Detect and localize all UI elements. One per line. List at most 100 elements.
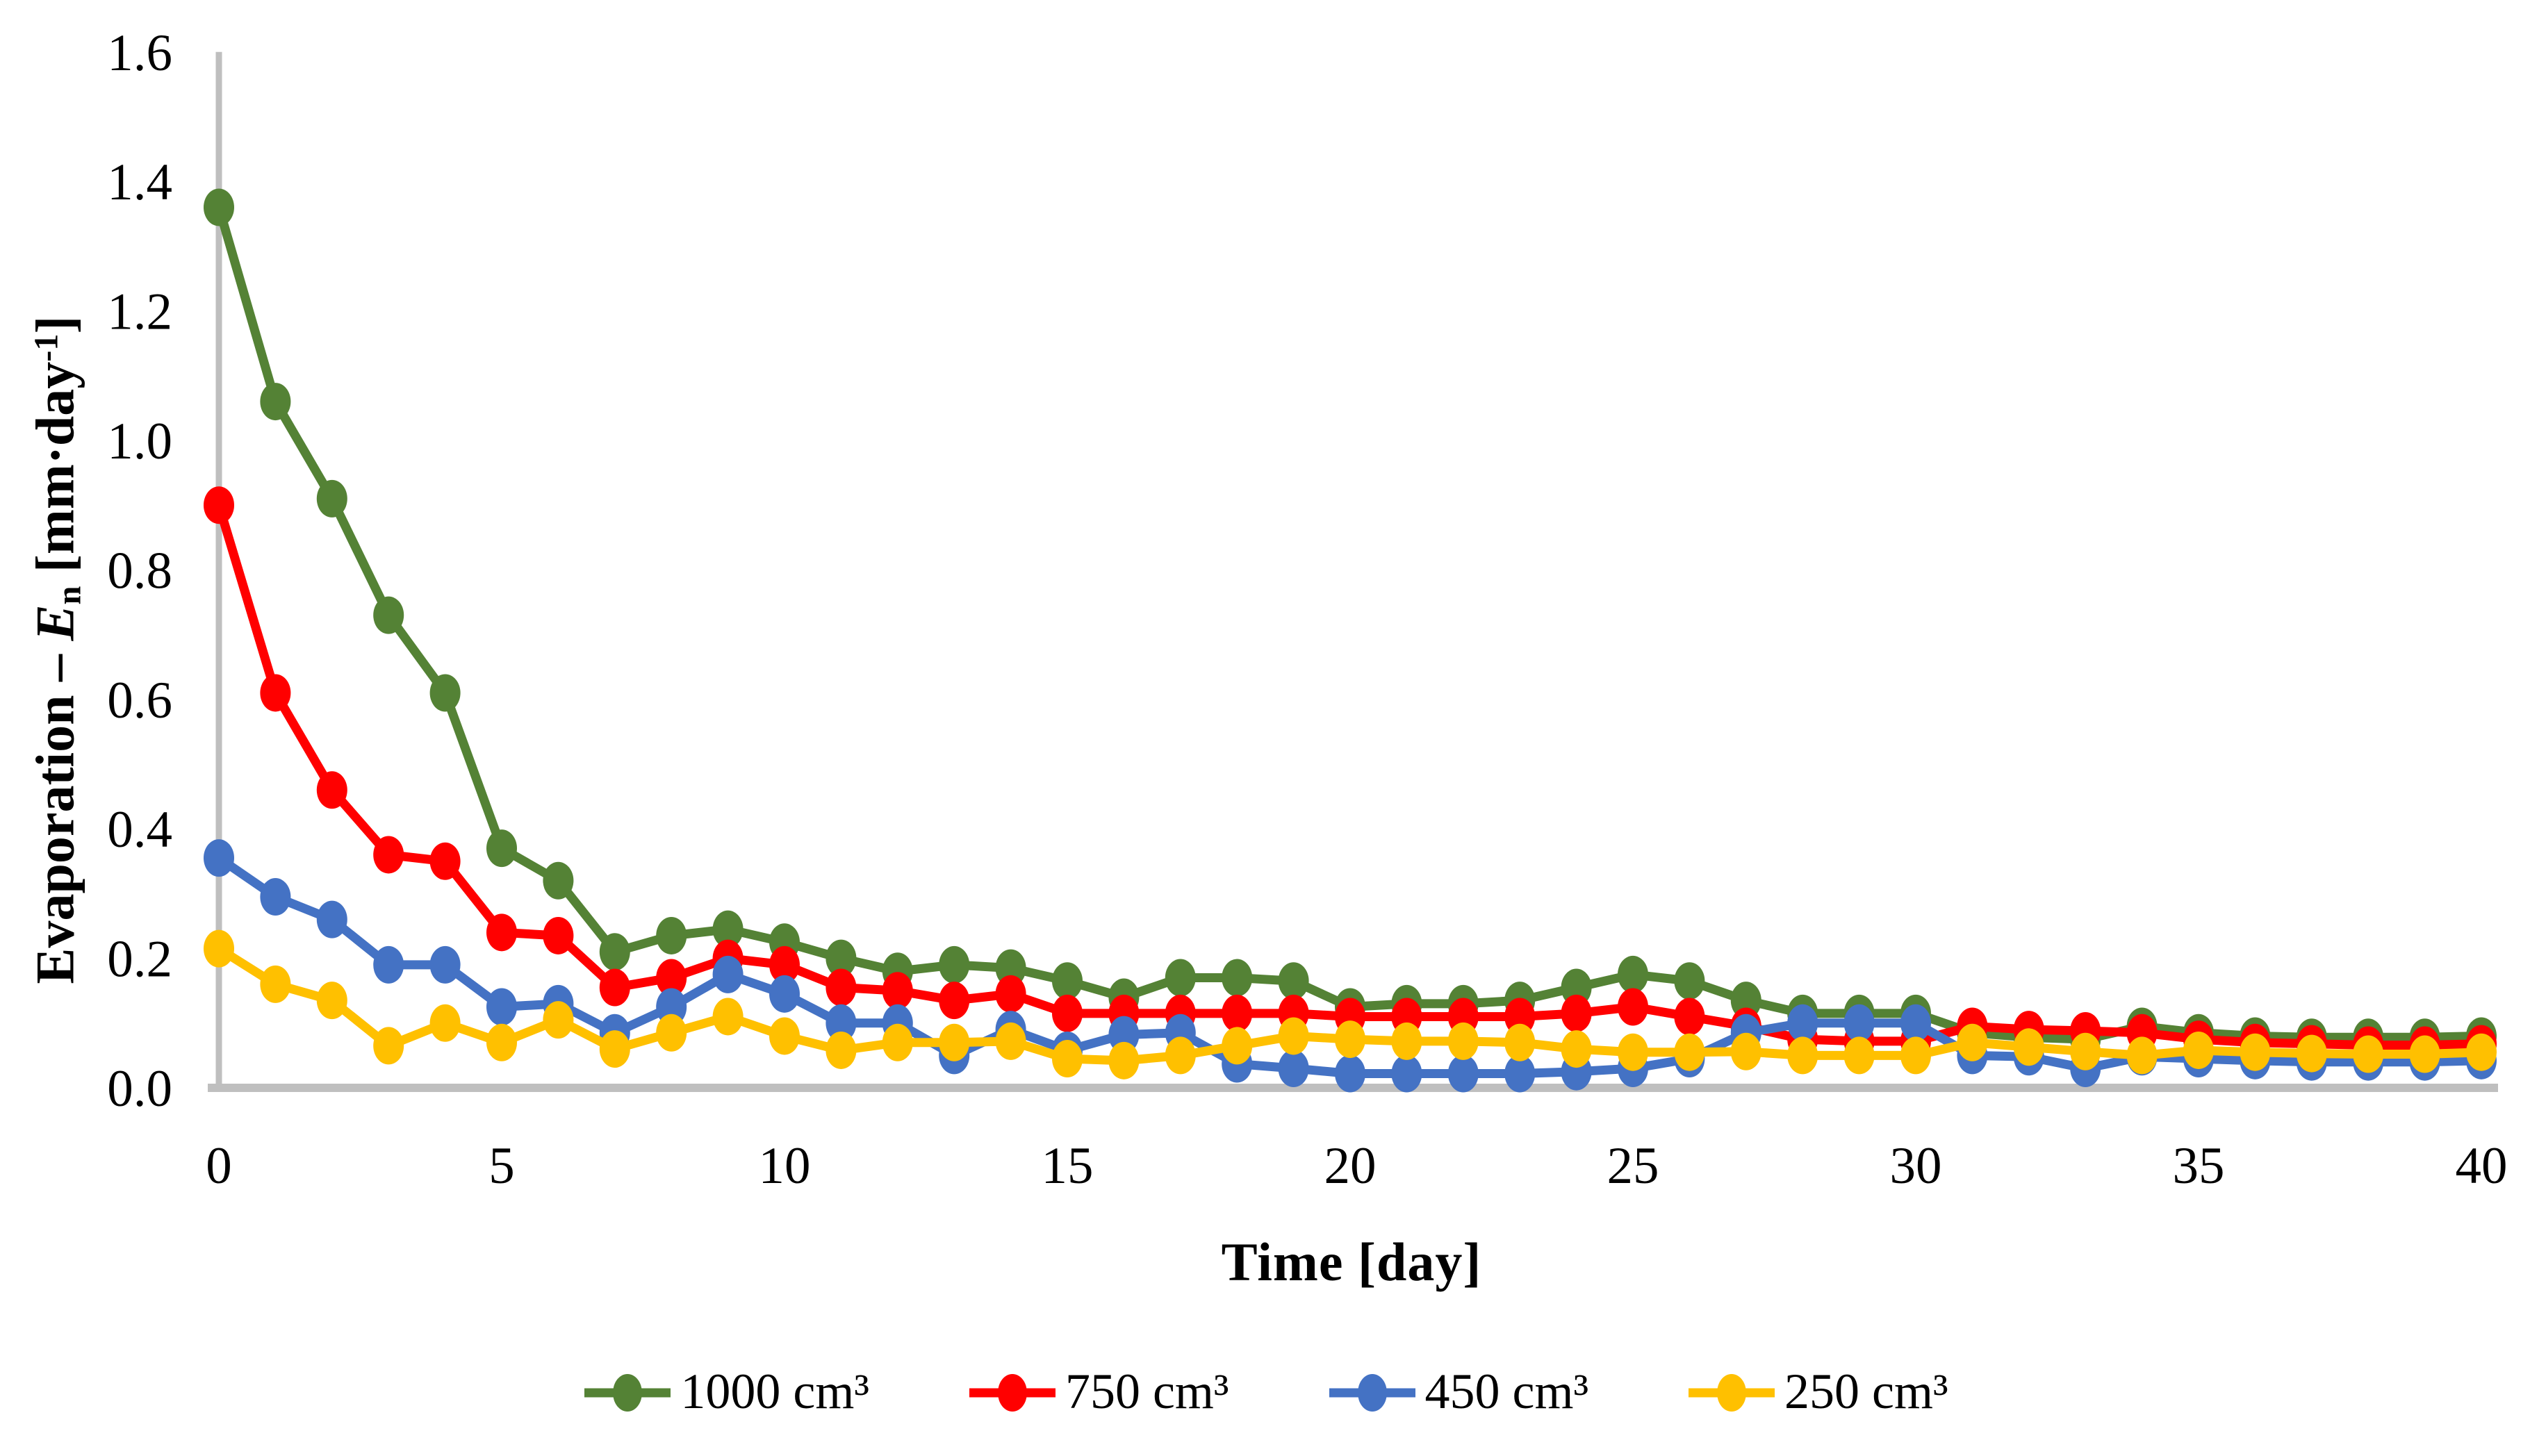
data-point-250-cm-day-36 (2240, 1033, 2271, 1071)
data-point-1000-cm-day-5 (486, 829, 517, 868)
data-point-450-cm-day-21 (1391, 1054, 1422, 1093)
x-tick-label: 15 (1042, 1137, 1094, 1195)
data-point-1000-cm-day-26 (1674, 962, 1705, 1000)
data-point-450-cm-day-4 (429, 945, 461, 984)
data-point-250-cm-day-35 (2183, 1031, 2214, 1069)
y-axis-subscript: n (51, 586, 88, 605)
data-point-1000-cm-day-6 (543, 861, 574, 900)
data-point-450-cm-day-9 (712, 955, 744, 993)
data-point-250-cm-day-3 (373, 1027, 404, 1065)
data-point-1000-cm-day-8 (656, 916, 687, 954)
legend-entry-750-cm: 750 cm³ (967, 1363, 1229, 1421)
y-axis-title-suffix: ] (24, 315, 85, 334)
legend-label: 750 cm³ (1065, 1364, 1229, 1419)
x-tick-label: 10 (759, 1137, 811, 1195)
data-point-250-cm-day-5 (486, 1023, 517, 1061)
data-point-250-cm-day-40 (2466, 1033, 2497, 1071)
data-point-1000-cm-day-11 (825, 939, 857, 977)
data-point-1000-cm-day-4 (429, 674, 461, 712)
data-point-250-cm-day-38 (2353, 1035, 2384, 1073)
legend-entry-450-cm: 450 cm³ (1326, 1363, 1588, 1421)
y-tick-label: 0.6 (107, 672, 172, 729)
data-point-450-cm-day-10 (769, 975, 800, 1013)
data-point-250-cm-day-16 (1108, 1041, 1140, 1079)
data-point-1000-cm-day-3 (373, 596, 404, 634)
data-point-250-cm-day-21 (1391, 1022, 1422, 1060)
data-point-250-cm-day-17 (1165, 1036, 1196, 1075)
legend-label: 250 cm³ (1784, 1364, 1948, 1419)
series-line-750-cm (214, 504, 2482, 1050)
data-point-450-cm-day-20 (1335, 1054, 1365, 1093)
data-point-750-cm-day-10 (769, 945, 800, 984)
data-point-250-cm-day-18 (1222, 1027, 1253, 1065)
y-tick-label: 0.0 (107, 1060, 172, 1118)
data-point-250-cm-day-4 (429, 1004, 461, 1042)
data-point-250-cm-day-30 (1900, 1036, 1931, 1075)
x-tick-label: 35 (2173, 1137, 2225, 1195)
x-tick-label: 0 (206, 1137, 232, 1195)
data-point-750-cm-day-6 (543, 916, 574, 954)
data-point-250-cm-day-6 (543, 1001, 574, 1039)
data-point-450-cm-day-0 (204, 839, 234, 877)
data-point-450-cm-day-23 (1504, 1054, 1536, 1093)
data-point-750-cm-day-24 (1561, 994, 1592, 1032)
legend-entry-1000-cm: 1000 cm³ (582, 1363, 869, 1421)
x-axis-title: Time [day] (1221, 1232, 1482, 1292)
data-point-750-cm-day-8 (656, 959, 687, 997)
x-tick-label: 25 (1607, 1137, 1659, 1195)
y-tick-label: 0.4 (107, 801, 172, 859)
y-tick-label: 1.6 (107, 24, 172, 82)
x-tick-label: 40 (2456, 1137, 2508, 1195)
x-tick-label: 5 (488, 1137, 515, 1195)
y-axis-superscript: -1 (28, 333, 65, 362)
legend: 1000 cm³ 750 cm³ 450 cm³ 250 cm³ (0, 1363, 2530, 1421)
data-point-250-cm-day-39 (2409, 1035, 2440, 1073)
data-point-250-cm-day-32 (2013, 1028, 2044, 1066)
data-point-750-cm-day-25 (1618, 988, 1648, 1026)
data-point-1000-cm-day-27 (1730, 982, 1761, 1020)
data-point-750-cm-day-14 (995, 975, 1026, 1013)
data-point-1000-cm-day-14 (995, 949, 1026, 987)
y-tick-label: 1.4 (107, 154, 172, 211)
legend-label: 1000 cm³ (680, 1364, 869, 1419)
data-point-250-cm-day-31 (1957, 1023, 1988, 1061)
data-point-250-cm-day-37 (2296, 1034, 2327, 1073)
data-point-450-cm-day-8 (656, 988, 687, 1026)
data-point-250-cm-day-10 (769, 1017, 800, 1055)
data-point-1000-cm-day-24 (1561, 968, 1592, 1007)
data-point-250-cm-day-19 (1278, 1017, 1309, 1055)
data-point-750-cm-day-13 (939, 982, 970, 1020)
data-point-250-cm-day-14 (995, 1022, 1026, 1060)
data-point-250-cm-day-13 (939, 1023, 970, 1061)
data-point-250-cm-day-1 (260, 965, 291, 1003)
data-point-250-cm-day-26 (1674, 1033, 1705, 1071)
legend-marker-icon (584, 1373, 671, 1412)
data-point-750-cm-day-23 (1504, 998, 1536, 1036)
data-point-750-cm-day-5 (486, 913, 517, 952)
data-point-250-cm-day-9 (712, 998, 744, 1036)
y-axis-title-prefix: Evaporation – (24, 640, 85, 984)
data-point-750-cm-day-15 (1052, 994, 1083, 1032)
data-point-450-cm-day-22 (1447, 1054, 1479, 1093)
data-point-1000-cm-day-13 (939, 945, 970, 984)
data-point-250-cm-day-20 (1335, 1020, 1365, 1059)
data-point-750-cm-day-26 (1674, 998, 1705, 1036)
y-axis-title-mid: [mm·day (24, 361, 85, 586)
data-point-250-cm-day-22 (1447, 1022, 1479, 1060)
data-point-1000-cm-day-18 (1222, 959, 1253, 997)
data-point-250-cm-day-34 (2126, 1036, 2158, 1075)
data-point-250-cm-day-29 (1843, 1036, 1875, 1075)
data-point-250-cm-day-0 (204, 929, 234, 968)
data-point-450-cm-day-3 (373, 945, 404, 984)
data-point-450-cm-day-5 (486, 988, 517, 1026)
data-point-450-cm-day-16 (1108, 1016, 1140, 1054)
x-tick-label: 20 (1324, 1137, 1377, 1195)
data-point-750-cm-day-11 (825, 968, 857, 1007)
legend-entry-250-cm: 250 cm³ (1686, 1363, 1948, 1421)
data-point-1000-cm-day-19 (1278, 962, 1309, 1000)
y-axis-symbol: E (24, 604, 85, 641)
data-point-250-cm-day-7 (599, 1030, 630, 1068)
data-point-1000-cm-day-15 (1052, 962, 1083, 1000)
